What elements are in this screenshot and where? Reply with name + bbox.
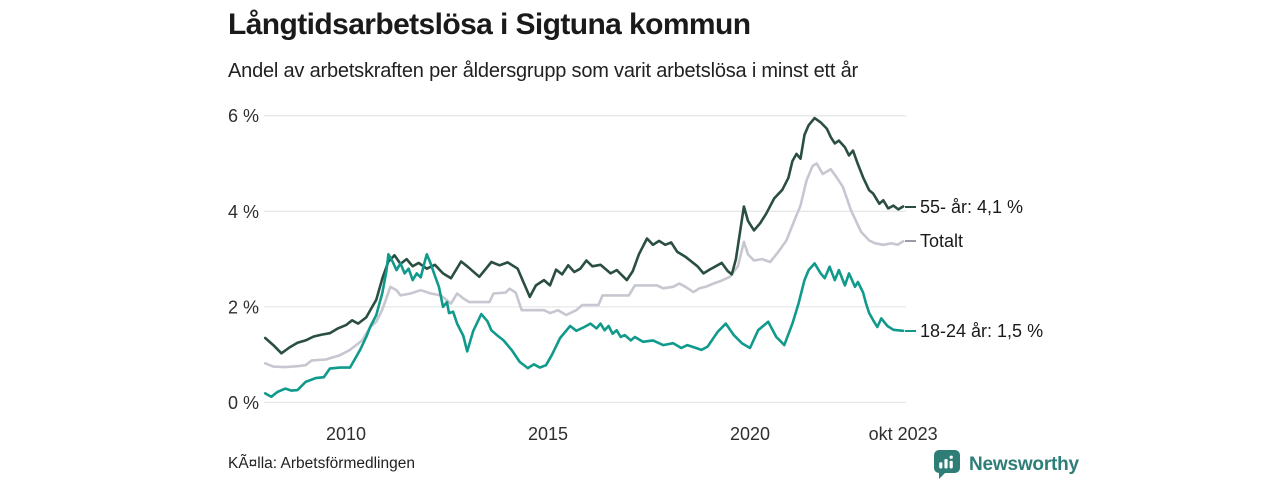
x-axis-tick-labels: 2010 2015 2020 okt 2023 — [326, 424, 938, 444]
y-tick-label: 4 % — [228, 202, 259, 222]
y-tick-label: 0 % — [228, 393, 259, 413]
end-label-text: 55- år: 4,1 % — [920, 196, 1024, 217]
end-label-dash — [905, 206, 916, 208]
series-end-label: 55- år: 4,1 % — [905, 195, 1023, 219]
y-tick-label: 6 % — [228, 106, 259, 126]
x-tick-label: 2020 — [730, 424, 770, 444]
series-line-Totalt — [263, 162, 905, 369]
chart-title: Långtidsarbetslösa i Sigtuna kommun — [228, 8, 751, 41]
source-note: KÃ¤lla: Arbetsförmedlingen — [228, 455, 415, 472]
series-line-18-24 år — [263, 253, 905, 399]
x-tick-label: 2015 — [528, 424, 568, 444]
series-end-label: Totalt — [905, 229, 963, 253]
y-axis-tick-labels: 0 % 2 % 4 % 6 % — [228, 106, 259, 413]
y-tick-label: 2 % — [228, 297, 259, 317]
newsworthy-logo-icon — [934, 450, 960, 479]
end-label-text: Totalt — [920, 230, 964, 251]
x-tick-label: 2010 — [326, 424, 366, 444]
gridlines — [264, 115, 906, 404]
series-line-55- år — [263, 116, 905, 355]
end-label-dash — [905, 240, 916, 242]
brand-lockup: Newsworthy — [934, 450, 1079, 479]
end-label-text: 18-24 år: 1,5 % — [920, 320, 1044, 341]
end-label-dash — [905, 330, 916, 332]
series-end-label: 18-24 år: 1,5 % — [905, 319, 1043, 343]
x-tick-label: okt 2023 — [869, 424, 938, 444]
brand-name: Newsworthy — [969, 453, 1079, 475]
series-lines — [263, 116, 905, 399]
chart-subtitle: Andel av arbetskraften per åldersgrupp s… — [228, 60, 858, 82]
